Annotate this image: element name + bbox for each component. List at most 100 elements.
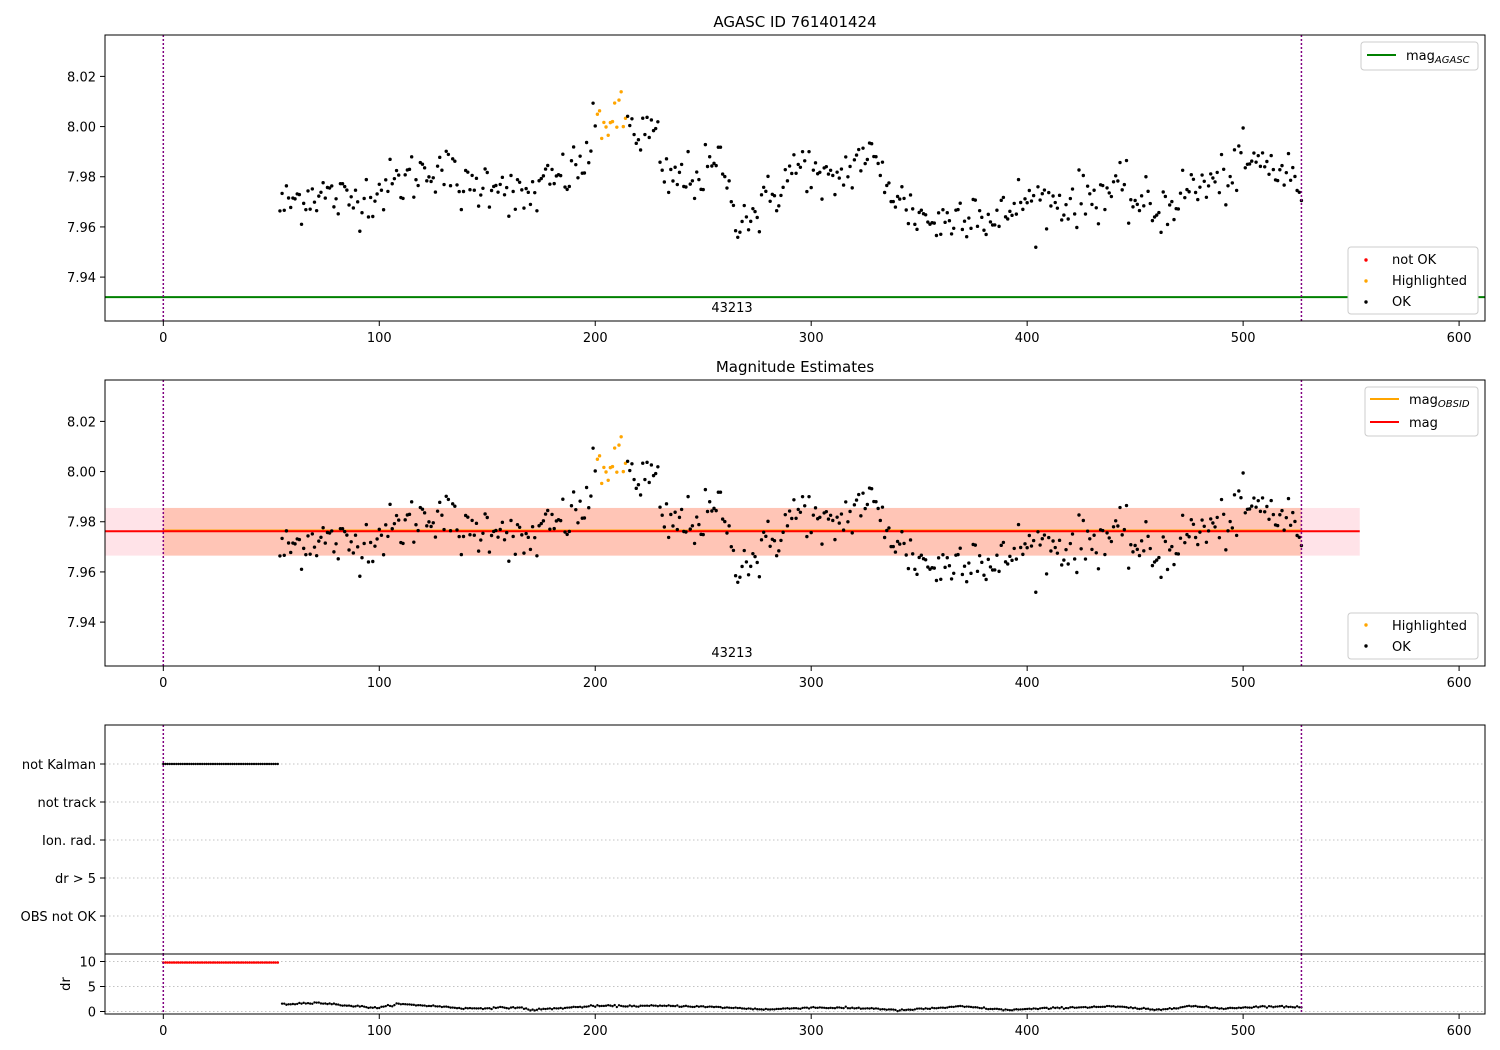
- dr-point: [933, 1007, 936, 1010]
- panel2-legend-points: Highlighted OK: [1347, 612, 1479, 660]
- highlighted-point: [623, 116, 628, 120]
- dr-point: [624, 1005, 627, 1008]
- dr-point: [883, 1008, 886, 1011]
- ok-point: [422, 511, 427, 515]
- ok-point: [826, 517, 831, 521]
- dr-point: [1099, 1005, 1102, 1009]
- ok-point: [407, 167, 412, 172]
- ok-point: [895, 539, 900, 544]
- dr-point: [680, 1005, 683, 1008]
- dr-point: [954, 1005, 958, 1008]
- panel2-marks: [105, 380, 1360, 666]
- ok-point: [742, 203, 746, 208]
- ok-point: [1221, 167, 1226, 172]
- ok-point: [1219, 152, 1224, 157]
- ok-point: [813, 506, 818, 510]
- ok-point: [805, 534, 809, 539]
- dr-point: [740, 1007, 744, 1010]
- ok-point: [1271, 167, 1276, 172]
- ok-point: [1118, 160, 1122, 165]
- ok-point: [1072, 212, 1077, 216]
- svg-text:magAGASC: magAGASC: [1406, 49, 1470, 66]
- dr-point: [619, 1004, 623, 1008]
- dr-point: [311, 1002, 314, 1005]
- dr-point: [1274, 1005, 1277, 1008]
- ok-point: [1144, 175, 1148, 179]
- dr-capped-point: [218, 961, 221, 964]
- x-tick-label: 0: [159, 331, 167, 346]
- ok-point: [1237, 144, 1241, 148]
- ok-point: [479, 538, 483, 542]
- highlighted-point: [617, 98, 621, 102]
- dr-point: [1278, 1005, 1282, 1008]
- highlighted-point: [619, 90, 623, 94]
- highlighted-point: [600, 136, 604, 141]
- dr-point: [460, 1007, 463, 1010]
- ok-point: [638, 148, 643, 152]
- dr-point: [723, 1006, 727, 1009]
- dr-point: [410, 1003, 413, 1006]
- ok-point: [1228, 519, 1232, 524]
- ok-point: [742, 548, 746, 553]
- not-kalman-point: [231, 762, 234, 766]
- dr-point: [1071, 1005, 1074, 1009]
- ok-point: [958, 546, 962, 550]
- ok-point: [321, 181, 325, 185]
- ok-point: [692, 541, 697, 546]
- dr-point: [1036, 1007, 1040, 1011]
- ok-point: [628, 123, 632, 128]
- ok-point: [960, 572, 965, 577]
- ok-point: [625, 459, 630, 463]
- ok-point: [774, 209, 779, 213]
- ok-point: [1051, 194, 1055, 198]
- dr-point: [423, 1004, 426, 1007]
- ok-point: [1057, 193, 1062, 198]
- not-kalman-point: [194, 762, 197, 766]
- svg-text:magOBSID: magOBSID: [1409, 393, 1470, 410]
- highlighted-point: [595, 112, 600, 116]
- ok-point: [1196, 542, 1200, 547]
- ok-point: [507, 214, 511, 218]
- ok-point: [524, 186, 528, 191]
- dr-point: [1233, 1006, 1236, 1010]
- ok-point: [779, 538, 783, 543]
- not-kalman-point: [276, 762, 279, 766]
- ok-point: [1114, 519, 1118, 523]
- legend-ok: OK: [1392, 295, 1411, 310]
- ok-point: [308, 207, 312, 211]
- ok-point: [1137, 553, 1142, 558]
- dr-point: [851, 1006, 854, 1009]
- ok-point: [297, 537, 302, 542]
- ok-point: [1103, 552, 1107, 557]
- ok-point: [878, 518, 883, 523]
- dr-point: [1069, 1006, 1072, 1009]
- dr-point: [1254, 1005, 1258, 1008]
- ok-point: [1178, 191, 1183, 195]
- ok-point: [1094, 551, 1098, 555]
- ok-point: [1232, 148, 1237, 152]
- ok-point: [632, 477, 636, 482]
- ok-point: [733, 574, 738, 578]
- dr-point: [432, 1004, 435, 1007]
- ok-point: [1055, 206, 1060, 210]
- ok-point: [496, 535, 500, 539]
- not-kalman-point: [209, 762, 213, 766]
- ok-point: [993, 223, 997, 227]
- ok-point: [360, 555, 364, 560]
- ok-point: [496, 190, 500, 194]
- ok-point: [1170, 544, 1174, 549]
- ok-point: [1275, 523, 1280, 528]
- ok-point: [438, 500, 442, 505]
- ok-point: [563, 185, 567, 189]
- ok-point: [386, 534, 390, 539]
- ok-point: [345, 188, 349, 192]
- ok-point: [768, 199, 772, 203]
- ok-point: [1062, 558, 1066, 562]
- dr-point: [1231, 1006, 1234, 1010]
- ok-point: [995, 553, 999, 557]
- ok-point: [703, 487, 708, 492]
- ok-point: [388, 157, 392, 162]
- ok-point: [1122, 182, 1127, 187]
- ok-point: [850, 186, 854, 190]
- ok-point: [366, 215, 371, 219]
